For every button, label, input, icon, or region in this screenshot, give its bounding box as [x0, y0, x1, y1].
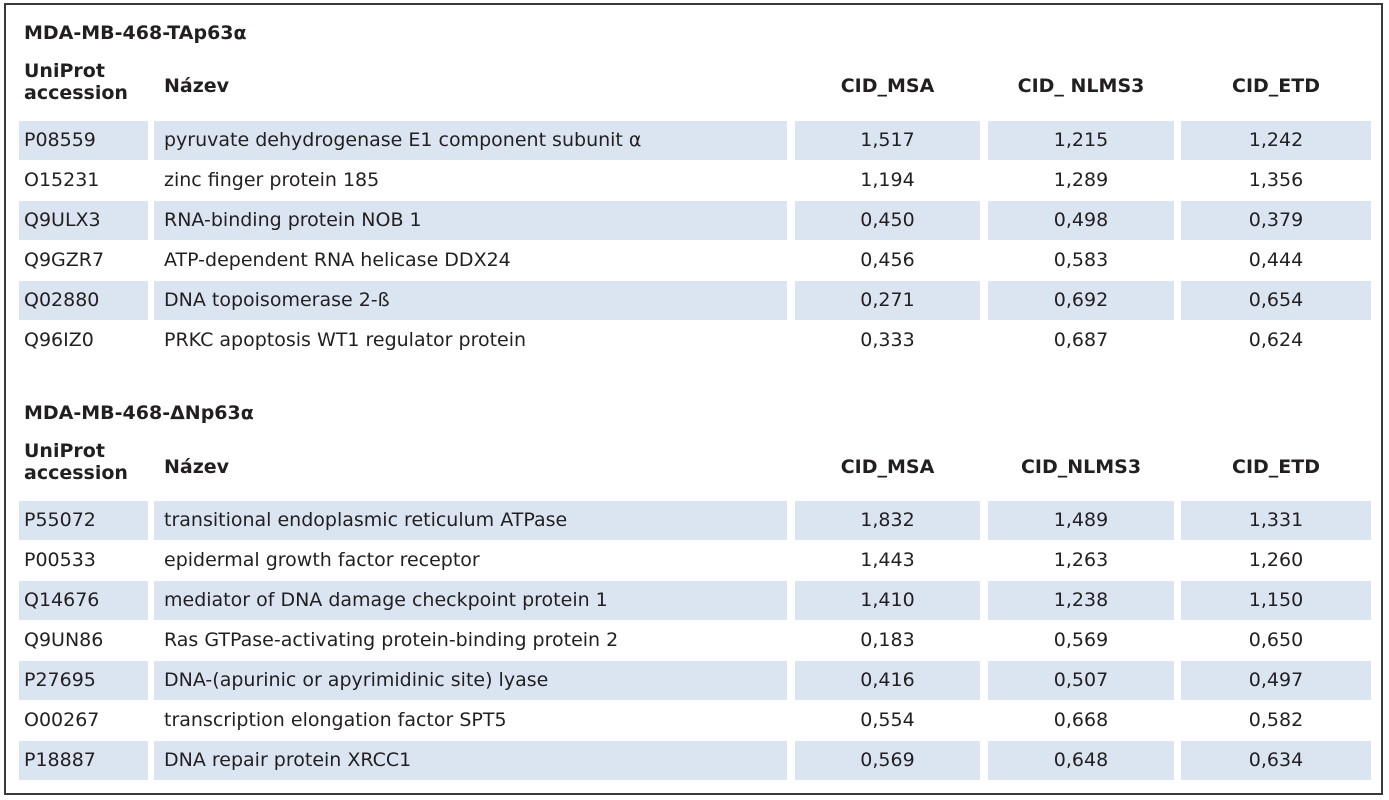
cell-cid-etd: 1,260 [1248, 549, 1304, 571]
cell-name: transcription elongation factor SPT5 [164, 709, 507, 731]
cell-cid-nlms3: 0,569 [1053, 629, 1109, 651]
cell-name: DNA repair protein XRCC1 [154, 741, 787, 780]
cell-cid-nlms3: 0,668 [1053, 709, 1109, 731]
cell-cid-nlms3: 1,489 [988, 501, 1174, 540]
cell-accession: Q9UN86 [24, 629, 104, 651]
cell-cid-msa: 0,456 [860, 249, 915, 271]
cell-name: Ras GTPase-activating protein-binding pr… [164, 629, 619, 651]
table-2-header-name: Název [164, 456, 230, 478]
cell-name: epidermal growth factor receptor [164, 549, 480, 571]
table-1-header-name: Název [164, 75, 230, 97]
cell-cid-nlms3: 1,215 [988, 121, 1174, 160]
cell-cid-msa: 0,416 [795, 661, 980, 700]
cell-accession: P27695 [19, 661, 148, 700]
cell-accession: O15231 [24, 169, 100, 191]
cell-accession: Q02880 [19, 281, 148, 320]
cell-name: DNA topoisomerase 2-ß [154, 281, 787, 320]
cell-accession: P18887 [19, 741, 148, 780]
cell-cid-etd: 1,331 [1181, 501, 1371, 540]
cell-cid-etd: 0,634 [1181, 741, 1371, 780]
cell-cid-msa: 1,194 [860, 169, 915, 191]
table-2-header-cid-msa: CID_MSA [840, 456, 935, 478]
cell-cid-nlms3: 0,648 [988, 741, 1174, 780]
cell-cid-msa: 0,554 [860, 709, 915, 731]
table-2-title: MDA-MB-468-ΔNp63α [24, 402, 254, 424]
cell-accession: Q9GZR7 [24, 249, 105, 271]
cell-cid-etd: 1,150 [1181, 581, 1371, 620]
cell-name: transitional endoplasmic reticulum ATPas… [154, 501, 787, 540]
cell-name: zinc finger protein 185 [164, 169, 380, 191]
table-2-header-cid-etd: CID_ETD [1232, 456, 1320, 478]
table-frame [4, 3, 1383, 795]
cell-cid-msa: 0,333 [860, 329, 915, 351]
cell-cid-etd: 0,654 [1181, 281, 1371, 320]
cell-cid-etd: 0,582 [1248, 709, 1304, 731]
cell-name: mediator of DNA damage checkpoint protei… [154, 581, 787, 620]
cell-accession: Q96IZ0 [24, 329, 94, 351]
cell-cid-nlms3: 0,583 [1053, 249, 1109, 271]
cell-cid-msa: 0,183 [860, 629, 915, 651]
cell-name: DNA-(apurinic or apyrimidinic site) lyas… [154, 661, 787, 700]
cell-cid-msa: 0,569 [795, 741, 980, 780]
cell-accession: P08559 [19, 121, 148, 160]
cell-accession: P00533 [24, 549, 96, 571]
table-2-header-cid-nlms3: CID_NLMS3 [1020, 456, 1142, 478]
table-2-header-accession: UniProt accession [24, 440, 128, 484]
cell-cid-msa: 1,443 [860, 549, 915, 571]
table-1-header-cid-msa: CID_MSA [840, 75, 935, 97]
table-1-header-accession: UniProt accession [24, 60, 128, 104]
cell-accession: O00267 [24, 709, 100, 731]
cell-cid-nlms3: 1,263 [1053, 549, 1109, 571]
table-1-title: MDA-MB-468-TAp63α [24, 22, 247, 44]
cell-cid-msa: 1,517 [795, 121, 980, 160]
cell-accession: P55072 [19, 501, 148, 540]
cell-cid-etd: 1,356 [1248, 169, 1304, 191]
cell-cid-msa: 1,832 [795, 501, 980, 540]
cell-accession: Q9ULX3 [19, 201, 148, 240]
table-1-header-cid-etd: CID_ETD [1232, 75, 1320, 97]
cell-name: pyruvate dehydrogenase E1 component subu… [154, 121, 787, 160]
cell-cid-etd: 0,444 [1248, 249, 1304, 271]
cell-name: PRKC apoptosis WT1 regulator protein [164, 329, 527, 351]
cell-cid-etd: 0,624 [1248, 329, 1304, 351]
cell-cid-msa: 0,450 [795, 201, 980, 240]
cell-cid-nlms3: 0,498 [988, 201, 1174, 240]
cell-cid-nlms3: 1,289 [1053, 169, 1109, 191]
cell-name: RNA-binding protein NOB 1 [154, 201, 787, 240]
table-1-header-cid-nlms3: CID_ NLMS3 [1017, 75, 1145, 97]
cell-cid-etd: 0,379 [1181, 201, 1371, 240]
cell-cid-nlms3: 1,238 [988, 581, 1174, 620]
cell-cid-msa: 1,410 [795, 581, 980, 620]
cell-cid-nlms3: 0,687 [1053, 329, 1109, 351]
cell-cid-etd: 0,650 [1248, 629, 1304, 651]
cell-cid-nlms3: 0,692 [988, 281, 1174, 320]
cell-cid-etd: 0,497 [1181, 661, 1371, 700]
cell-accession: Q14676 [19, 581, 148, 620]
cell-cid-nlms3: 0,507 [988, 661, 1174, 700]
cell-cid-etd: 1,242 [1181, 121, 1371, 160]
cell-name: ATP-dependent RNA helicase DDX24 [164, 249, 511, 271]
cell-cid-msa: 0,271 [795, 281, 980, 320]
